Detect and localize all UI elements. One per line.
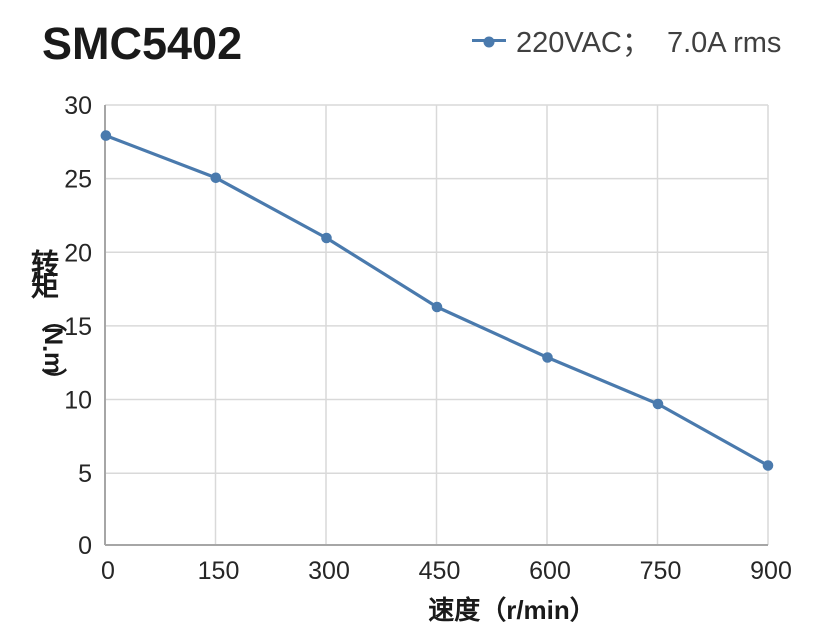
svg-text:速度（r/min）: 速度（r/min） [428,595,596,625]
svg-text:30: 30 [64,92,92,120]
svg-text:20: 20 [64,239,92,267]
svg-text:矩: 矩 [31,270,59,301]
svg-text:5: 5 [78,460,92,488]
svg-text:450: 450 [419,557,461,585]
svg-text:0: 0 [101,557,115,585]
svg-text:25: 25 [64,166,92,194]
svg-text:750: 750 [640,557,682,585]
svg-text:0: 0 [78,532,92,560]
svg-text:900: 900 [750,557,792,585]
svg-text:150: 150 [198,557,240,585]
svg-text:10: 10 [64,387,92,415]
svg-text:600: 600 [529,557,571,585]
svg-text:）: ） [39,368,68,393]
svg-text:15: 15 [64,313,92,341]
svg-text:300: 300 [308,557,350,585]
